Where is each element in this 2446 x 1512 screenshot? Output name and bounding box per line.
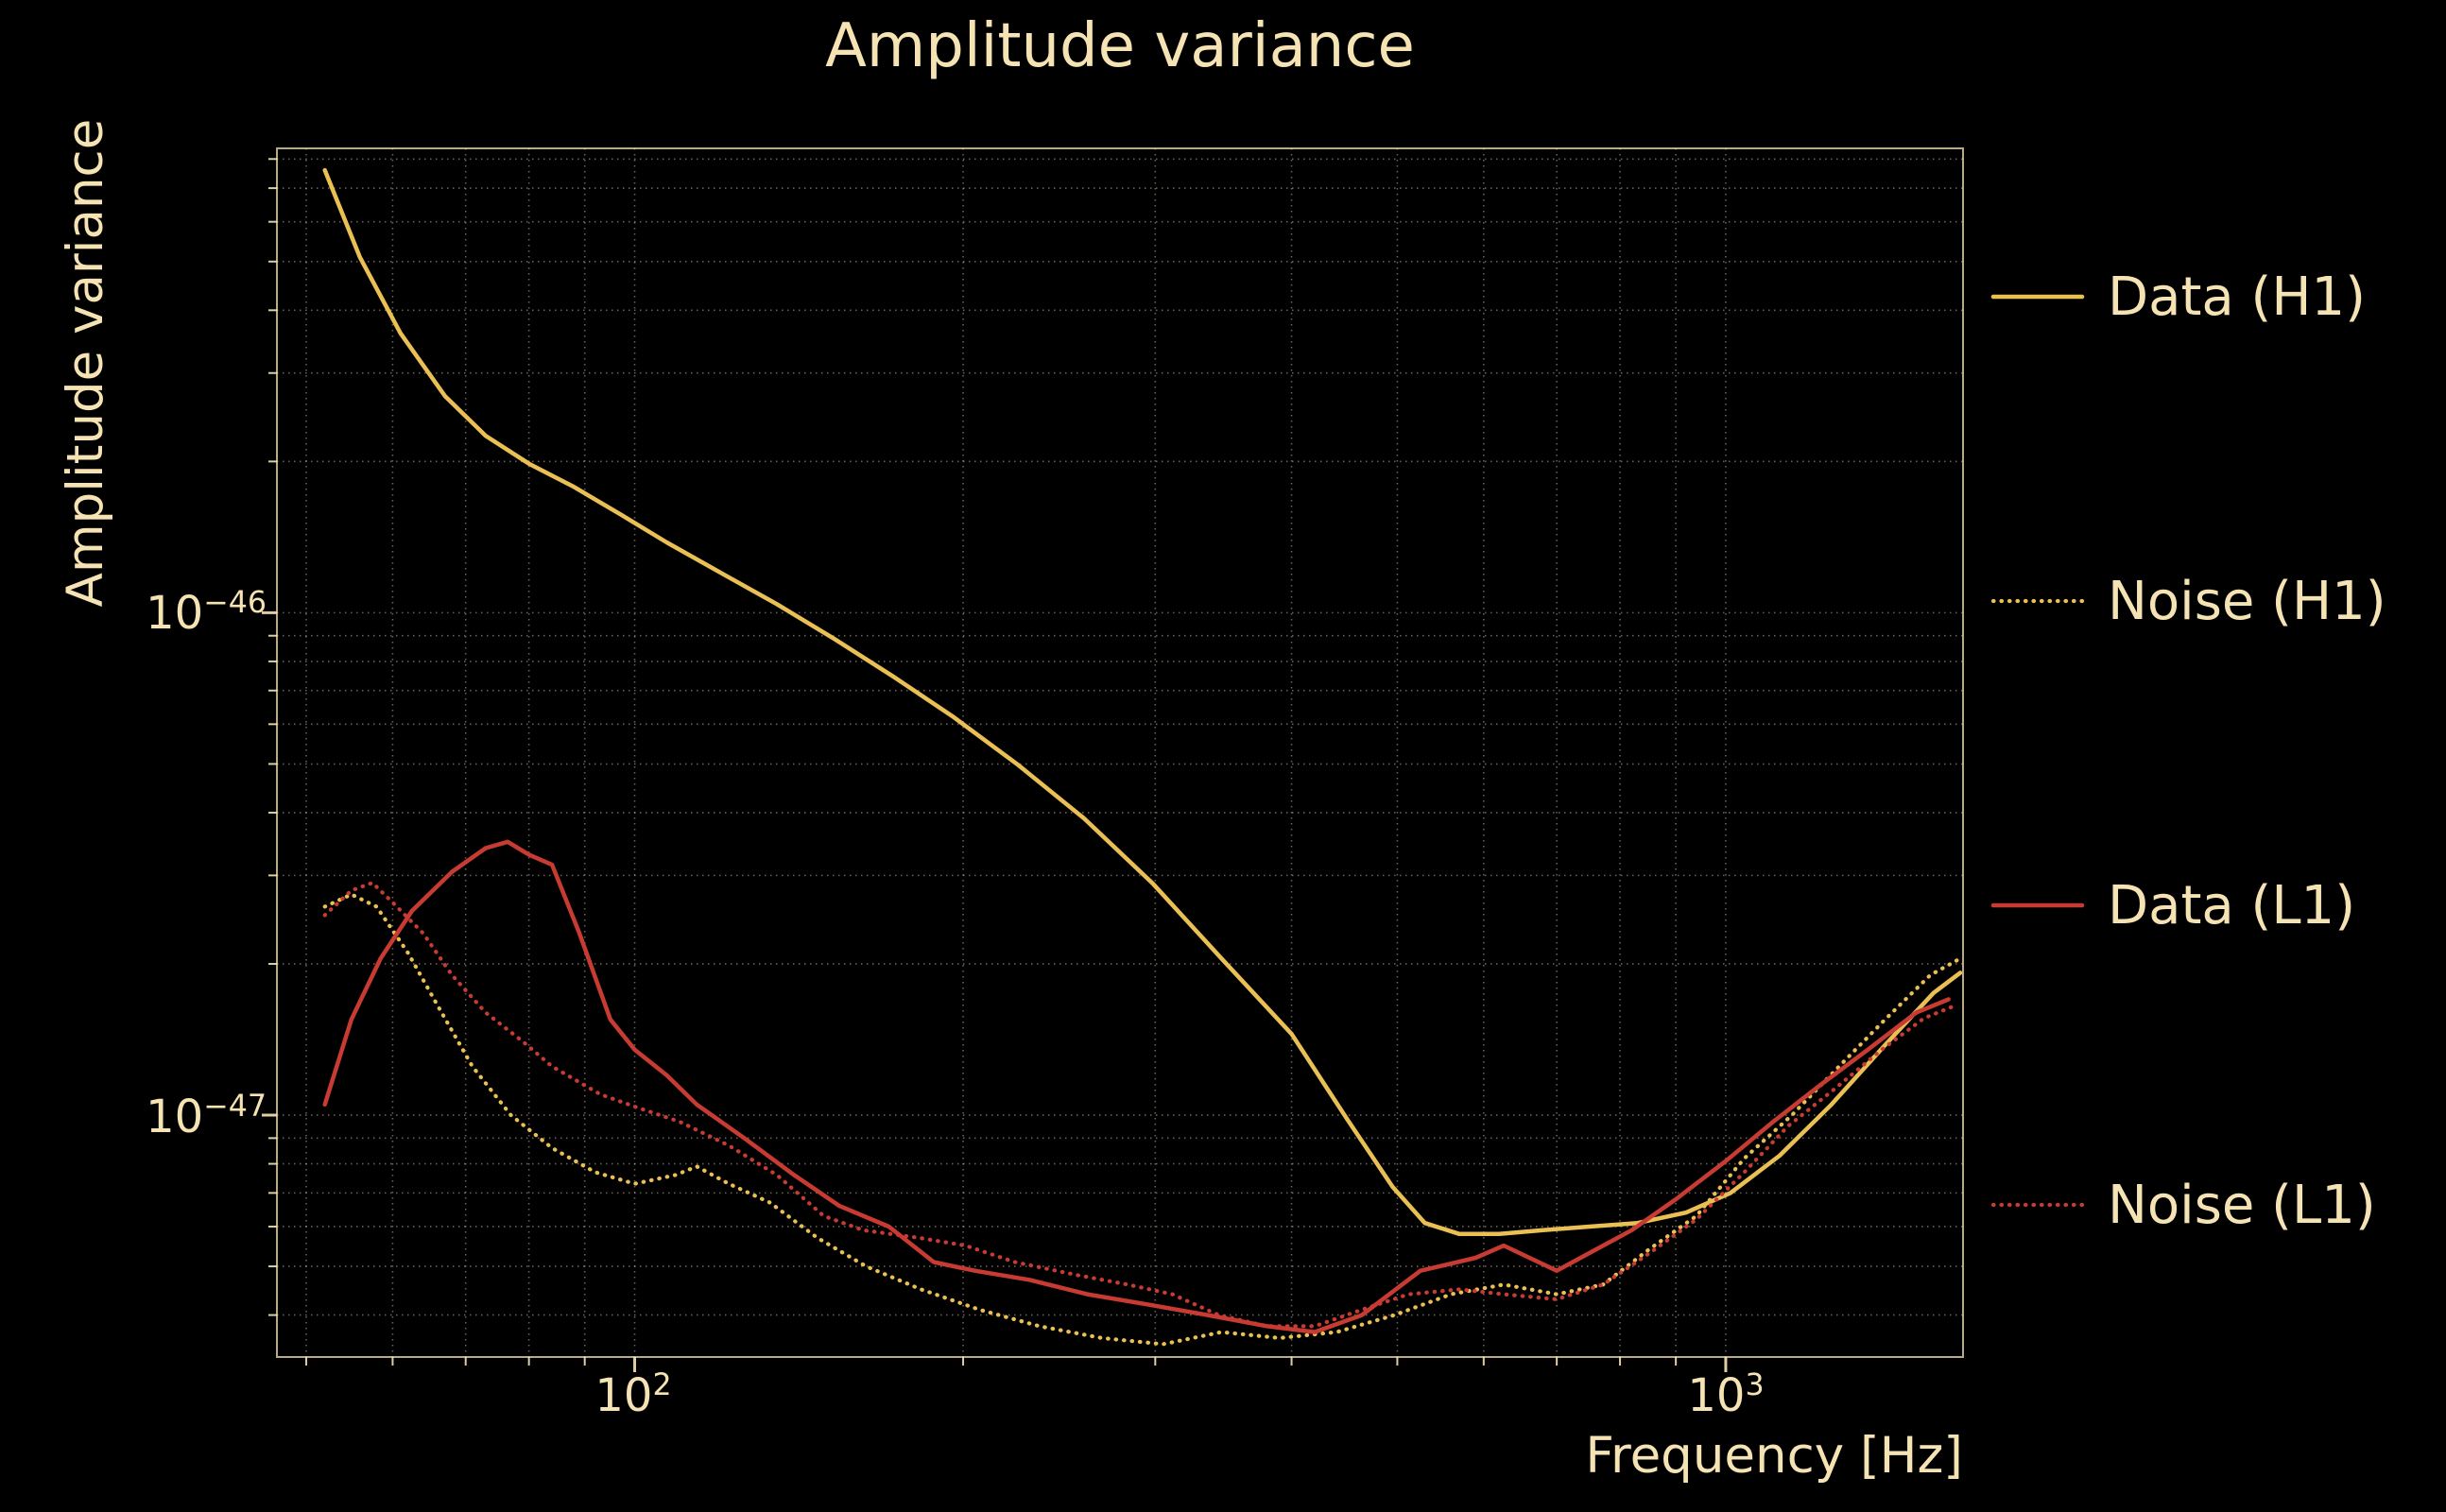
legend-label-data-h1: Data (H1) [2108,266,2366,328]
legend-line-data-l1-icon [1990,902,2085,908]
x-tick-label-1000: 103 [1687,1367,1765,1422]
legend-item-data-h1: Data (H1) [1990,264,2366,330]
y-tick-label-1e-47: 10−47 [146,1089,267,1143]
legend-label-data-l1: Data (L1) [2108,874,2356,936]
legend-item-data-l1: Data (L1) [1990,872,2355,938]
legend-line-noise-h1-icon [1990,598,2085,604]
legend-label-noise-l1: Noise (L1) [2108,1174,2376,1236]
y-tick-label-1e-46: 10−46 [146,585,267,640]
chart-title: Amplitude variance [825,11,1415,81]
x-tick-label-100: 102 [594,1367,672,1422]
y-axis-label: Amplitude variance [57,118,114,608]
legend-item-noise-l1: Noise (L1) [1990,1172,2376,1238]
legend-item-noise-h1: Noise (H1) [1990,568,2386,634]
x-axis-label: Frequency [Hz] [1585,1427,1963,1485]
legend-line-data-h1-icon [1990,294,2085,300]
legend-line-noise-l1-icon [1990,1202,2085,1208]
legend-label-noise-h1: Noise (H1) [2108,570,2386,632]
